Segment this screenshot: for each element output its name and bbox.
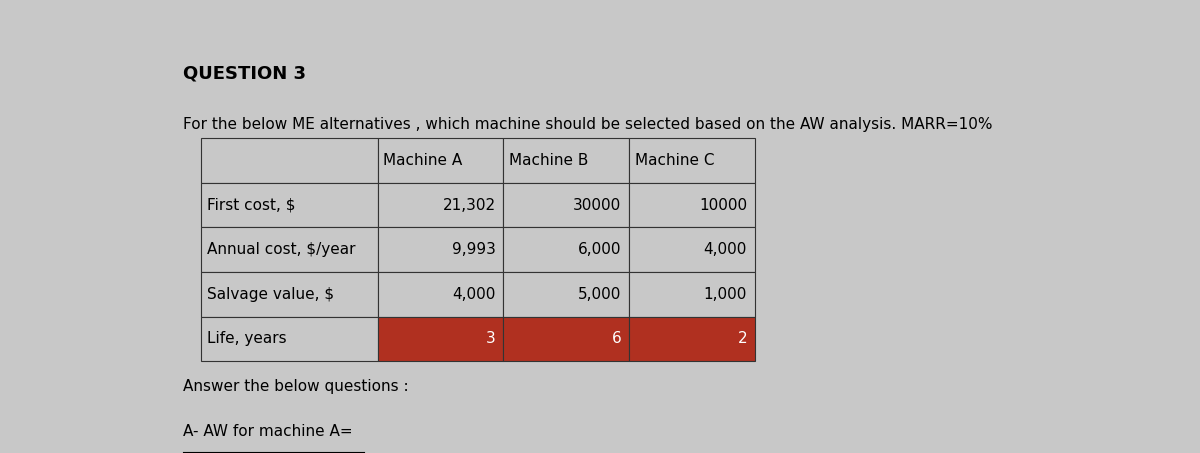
Text: 4,000: 4,000 [452, 287, 496, 302]
Text: 6: 6 [612, 332, 622, 347]
Text: Life, years: Life, years [206, 332, 287, 347]
Text: 4,000: 4,000 [703, 242, 748, 257]
Text: Machine B: Machine B [509, 153, 588, 168]
Text: 2: 2 [738, 332, 748, 347]
Text: First cost, $: First cost, $ [206, 198, 295, 212]
Text: 1,000: 1,000 [703, 287, 748, 302]
Text: 3: 3 [486, 332, 496, 347]
Text: 10000: 10000 [698, 198, 748, 212]
Text: 30000: 30000 [574, 198, 622, 212]
Text: For the below ME alternatives , which machine should be selected based on the AW: For the below ME alternatives , which ma… [182, 117, 992, 132]
Text: A- AW for machine A=: A- AW for machine A= [182, 424, 352, 439]
Text: Annual cost, $/year: Annual cost, $/year [206, 242, 355, 257]
Text: 21,302: 21,302 [443, 198, 496, 212]
Text: Answer the below questions :: Answer the below questions : [182, 379, 408, 394]
Text: 9,993: 9,993 [452, 242, 496, 257]
Text: Machine A: Machine A [384, 153, 463, 168]
Text: 5,000: 5,000 [578, 287, 622, 302]
Text: QUESTION 3: QUESTION 3 [182, 65, 306, 83]
Text: 6,000: 6,000 [578, 242, 622, 257]
Text: Machine C: Machine C [635, 153, 714, 168]
Text: Salvage value, $: Salvage value, $ [206, 287, 334, 302]
